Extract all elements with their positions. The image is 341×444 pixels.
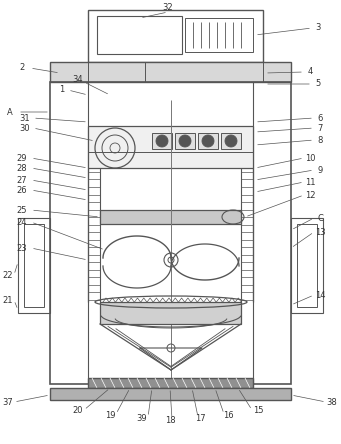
Bar [88, 10, 263, 62]
Bar [100, 302, 241, 324]
Text: 6: 6 [317, 114, 323, 123]
Bar [50, 82, 291, 384]
Text: 5: 5 [315, 79, 321, 88]
Text: 32: 32 [163, 4, 173, 12]
Text: 39: 39 [137, 413, 147, 423]
Circle shape [202, 135, 214, 147]
Bar [175, 133, 195, 149]
Text: 28: 28 [17, 163, 27, 173]
Text: 26: 26 [17, 186, 27, 194]
Bar [198, 133, 218, 149]
Text: 1: 1 [59, 86, 65, 95]
Text: 31: 31 [20, 114, 30, 123]
Text: 9: 9 [317, 166, 323, 174]
Text: 8: 8 [317, 135, 323, 144]
Text: 14: 14 [315, 290, 325, 300]
Text: 12: 12 [305, 190, 315, 199]
Text: 37: 37 [3, 397, 13, 407]
Text: 2: 2 [19, 63, 25, 72]
Text: 30: 30 [20, 123, 30, 132]
Text: 23: 23 [17, 243, 27, 253]
Bar [291, 218, 323, 313]
Bar [88, 378, 253, 388]
Bar [185, 18, 253, 52]
Text: 34: 34 [73, 75, 83, 84]
Text: 24: 24 [17, 218, 27, 226]
Text: 10: 10 [305, 154, 315, 163]
Bar [297, 224, 317, 307]
Bar [100, 210, 241, 224]
Text: 21: 21 [3, 296, 13, 305]
Bar [88, 126, 253, 168]
Text: 11: 11 [305, 178, 315, 186]
Text: 19: 19 [105, 411, 115, 420]
Text: 16: 16 [223, 411, 233, 420]
Bar [50, 388, 291, 400]
Circle shape [225, 135, 237, 147]
Bar [18, 218, 50, 313]
Bar [221, 133, 241, 149]
Text: 7: 7 [317, 123, 323, 132]
Text: 38: 38 [327, 397, 337, 407]
Text: 3: 3 [315, 24, 321, 32]
Text: 13: 13 [315, 227, 325, 237]
Text: 29: 29 [17, 154, 27, 163]
Bar [24, 224, 44, 307]
Circle shape [179, 135, 191, 147]
Text: C: C [317, 214, 323, 222]
Bar [97, 16, 182, 54]
Text: 22: 22 [3, 270, 13, 280]
Bar [50, 62, 291, 82]
Bar [152, 133, 172, 149]
Text: 25: 25 [17, 206, 27, 214]
Text: 20: 20 [73, 405, 83, 415]
Text: 17: 17 [195, 413, 205, 423]
Text: 15: 15 [253, 405, 263, 415]
Text: 27: 27 [17, 175, 27, 185]
Text: 4: 4 [307, 67, 313, 76]
Text: 18: 18 [165, 416, 175, 424]
Text: A: A [7, 107, 13, 116]
Circle shape [156, 135, 168, 147]
